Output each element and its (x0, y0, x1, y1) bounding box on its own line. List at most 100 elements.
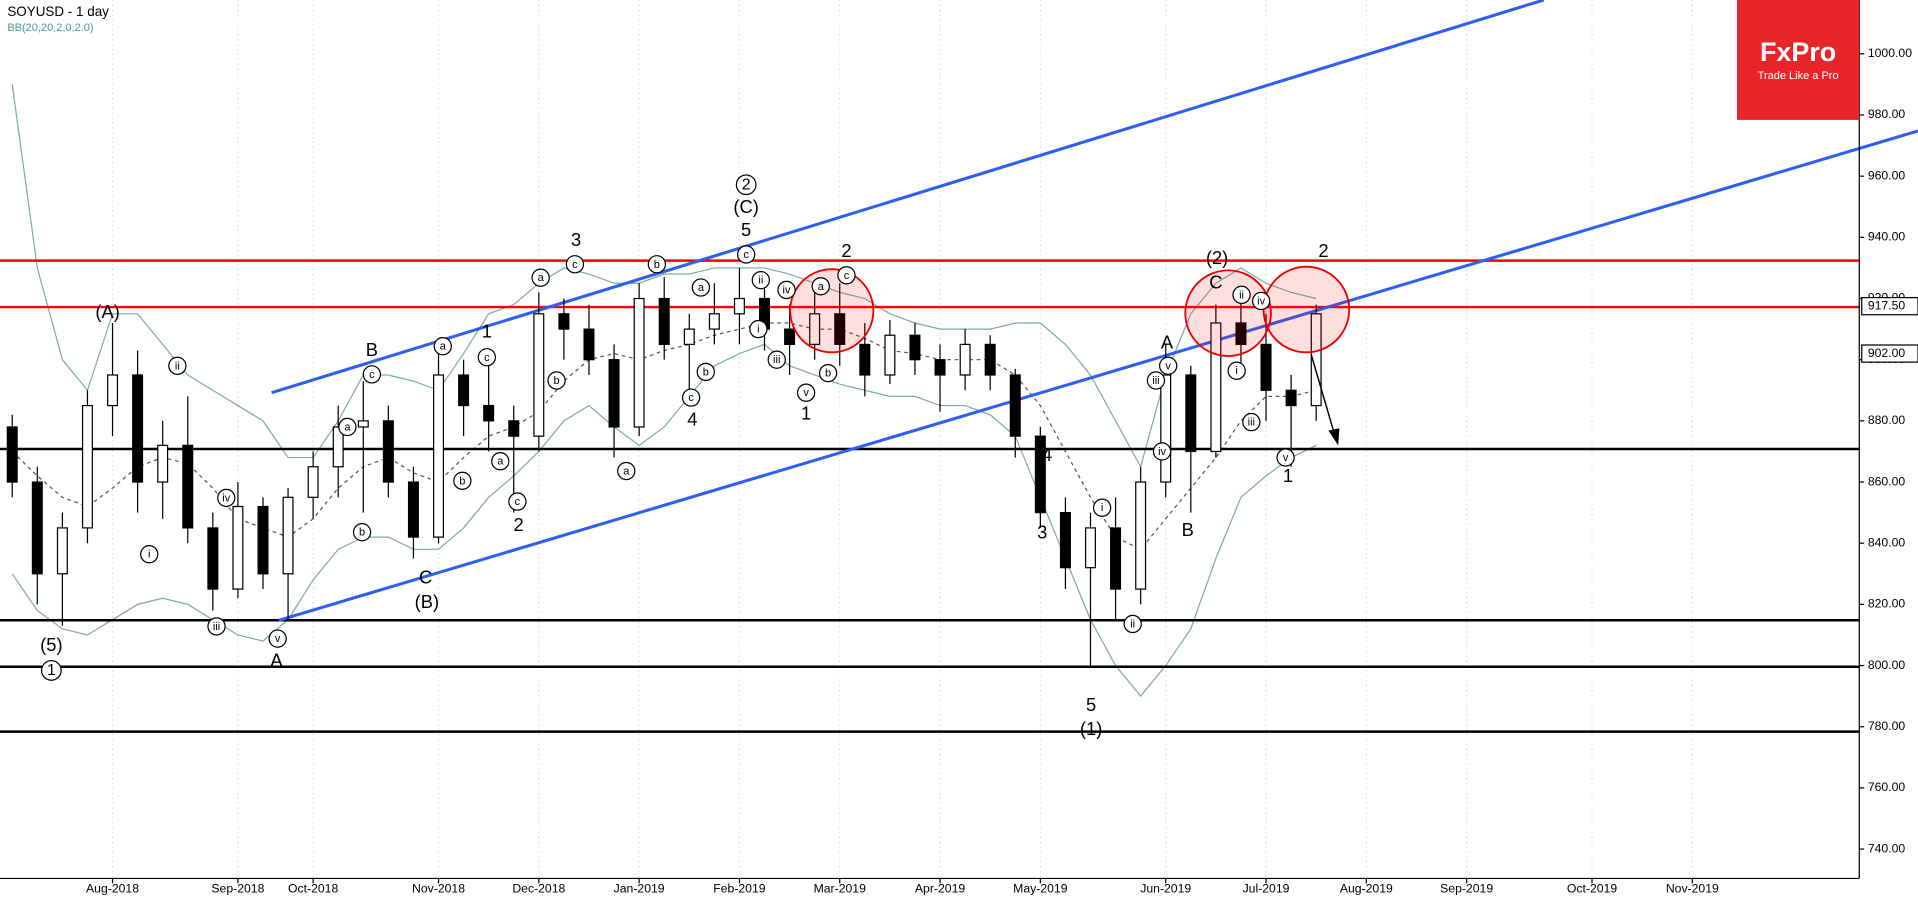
wave-circle (477, 348, 497, 367)
y-tick-label: 760.00 (1868, 780, 1906, 794)
wave-label: c (743, 249, 749, 261)
wave-label: B (1182, 519, 1194, 540)
wave-label: iii (1248, 417, 1255, 429)
x-tick-label: Oct-2018 (288, 882, 338, 896)
logo-tagline: Trade Like a Pro (1758, 70, 1839, 82)
highlight-circle (789, 268, 875, 354)
price-label-box (1861, 296, 1918, 316)
wave-circle (681, 388, 701, 407)
wave-label: (5) (40, 634, 62, 655)
axis-labels: 740.00 760.00 780.00 800.00 820.00 840.00 860.… (86, 46, 1918, 896)
wave-circle (140, 545, 159, 564)
candle-body (307, 466, 319, 498)
y-tick-label: 860.00 (1868, 474, 1906, 488)
wave-label: iii (1152, 375, 1159, 387)
candle-body (1059, 512, 1071, 569)
wave-label: (2) (1206, 247, 1228, 268)
candle-body (483, 404, 495, 422)
wave-label: A (270, 650, 283, 671)
wave-label: a (440, 341, 447, 353)
wave-label: iv (1257, 295, 1265, 307)
wave-circle (1146, 371, 1166, 390)
candle-body (407, 481, 419, 538)
candle-body (433, 374, 445, 538)
candle-body (784, 328, 796, 346)
wave-label: c (484, 352, 490, 364)
candle-body (81, 404, 93, 529)
candle-body (683, 328, 695, 346)
candle-body (458, 374, 470, 407)
wave-circle (1232, 285, 1251, 305)
y-tick-label: 940.00 (1868, 230, 1906, 244)
wave-label: a (698, 282, 705, 294)
wave-label: (B) (415, 591, 439, 612)
candle-body (1210, 322, 1222, 453)
wave-circle (1276, 448, 1295, 467)
wave-label: a (538, 272, 545, 284)
candle-body (1110, 527, 1122, 590)
wave-label: i (1235, 365, 1237, 377)
wave-label: b (459, 475, 465, 487)
highlight-circle (1184, 269, 1272, 357)
wave-label: 2 (841, 240, 851, 261)
wave-label: ii (758, 275, 763, 287)
candle-body (1185, 374, 1197, 453)
wave-label: (1) (1080, 718, 1102, 739)
candle-body (1135, 481, 1147, 590)
wave-label: ii (175, 360, 180, 372)
highlight-circle (1262, 265, 1351, 354)
wave-label: 5 (1086, 694, 1096, 715)
candle-body (909, 334, 921, 361)
candle-body (1160, 374, 1172, 483)
wave-label: 3 (571, 229, 581, 250)
y-tick-label: 880.00 (1868, 413, 1906, 427)
bollinger-band (11, 84, 1317, 469)
x-tick-label: May-2019 (1013, 882, 1068, 896)
price-label: 917.50 (1868, 298, 1906, 312)
wave-label: i (757, 324, 759, 336)
wave-label: 1 (482, 321, 492, 342)
wave-circle (736, 245, 756, 264)
candle-body (207, 527, 219, 590)
candle-body (357, 420, 369, 428)
wave-label: 3 (1037, 521, 1047, 542)
y-tick-label: 980.00 (1868, 107, 1906, 121)
wave-circle (338, 417, 357, 437)
wave-label: c (844, 270, 850, 282)
candle-body (884, 334, 896, 376)
wave-label: c (572, 259, 578, 271)
wave-circle (1242, 412, 1261, 432)
wave-label: v (803, 387, 809, 399)
indicator-label: BB(20,20,2,0,2.0) (7, 22, 93, 34)
wave-circle (1251, 291, 1271, 311)
wave-label: A (1161, 332, 1174, 353)
wave-circle (433, 337, 452, 356)
candle-body (157, 444, 169, 483)
wave-label: c (688, 392, 694, 404)
wave-circle (811, 277, 830, 296)
wave-circle (1152, 442, 1172, 461)
y-tick-label: 800.00 (1868, 658, 1906, 672)
x-tick-label: Nov-2019 (1666, 882, 1719, 896)
candle-body (959, 343, 971, 376)
wave-label: iv (1158, 446, 1166, 458)
wave-circle (735, 174, 757, 196)
x-tick-label: Sep-2019 (1440, 882, 1493, 896)
x-tick-label: Apr-2019 (915, 882, 965, 896)
logo-name: FxPro (1760, 37, 1836, 67)
wave-label: iv (783, 284, 791, 296)
wave-label: b (554, 375, 560, 387)
wave-label: iii (213, 621, 220, 633)
wave-circle (547, 371, 566, 390)
candle-body (809, 313, 821, 346)
x-tick-label: Jun-2019 (1140, 882, 1191, 896)
wave-circle (565, 255, 585, 274)
candle-body (1310, 313, 1322, 407)
x-tick-label: Feb-2019 (713, 882, 766, 896)
candle-body (658, 297, 670, 346)
wave-circle (617, 461, 636, 481)
x-tick-label: Oct-2019 (1567, 882, 1617, 896)
wave-circle (352, 523, 372, 542)
candle-body (733, 297, 745, 315)
